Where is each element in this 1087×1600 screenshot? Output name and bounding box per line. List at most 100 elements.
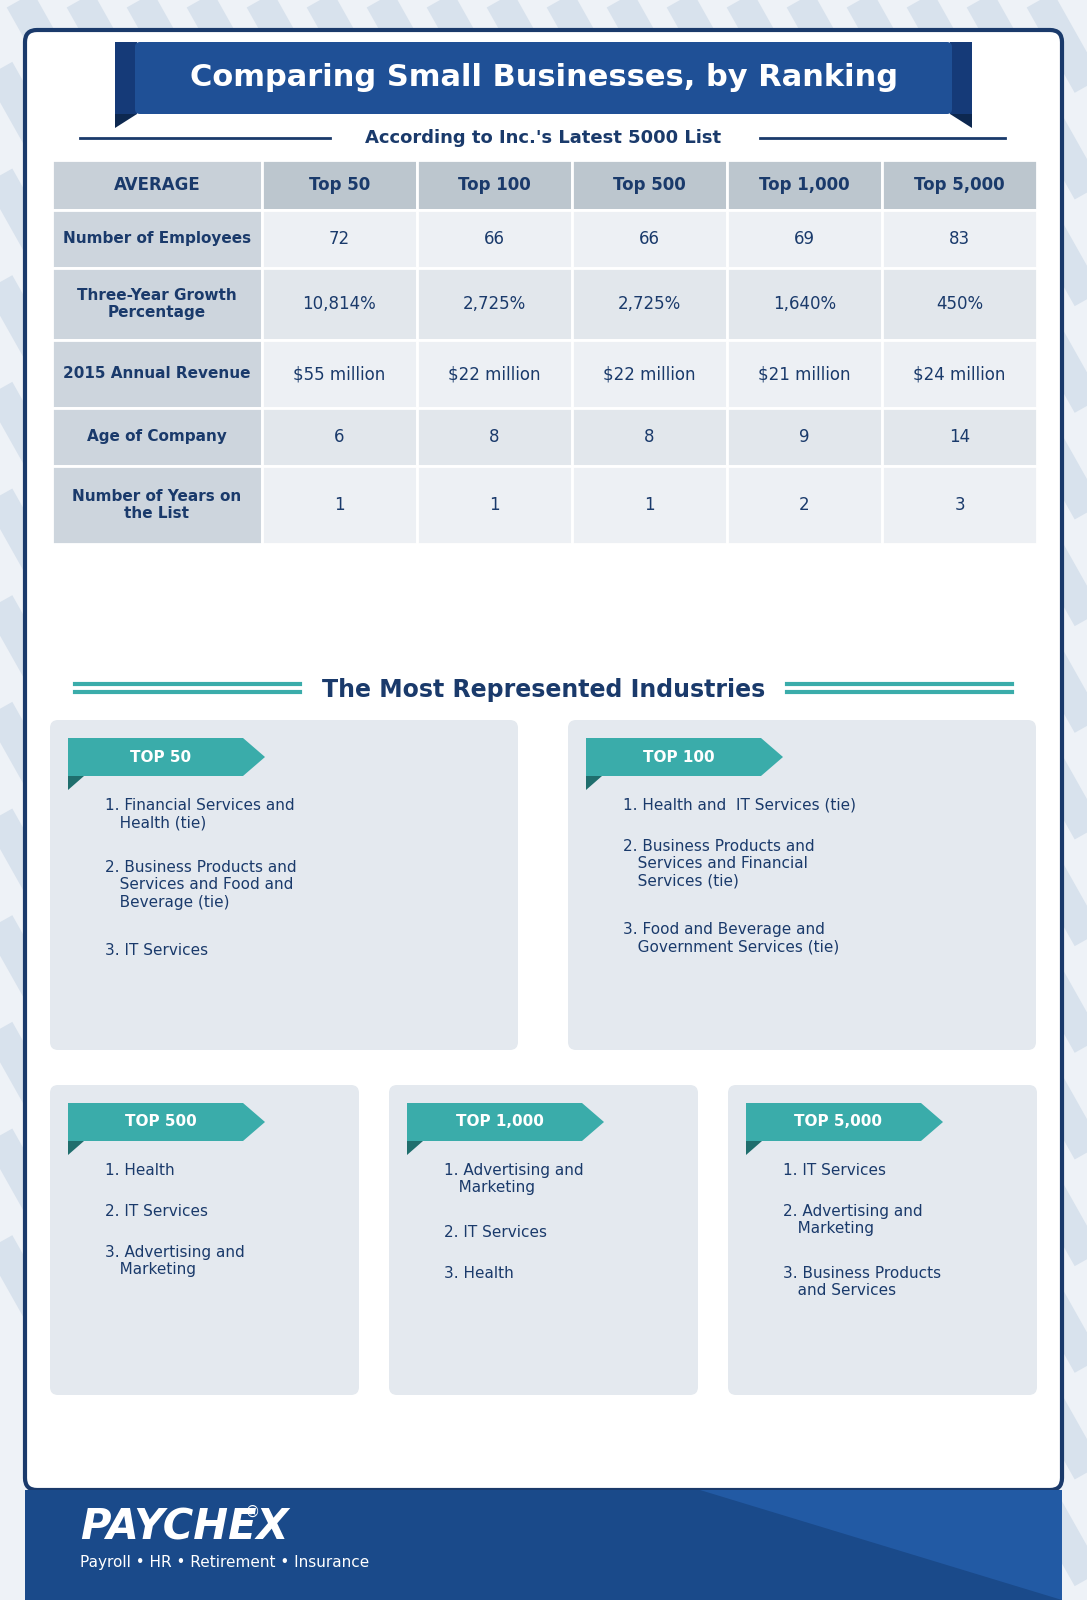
Text: Top 5,000: Top 5,000: [914, 176, 1004, 194]
Polygon shape: [586, 776, 602, 790]
Bar: [417, 160, 572, 210]
Bar: [417, 408, 572, 466]
Text: 2,725%: 2,725%: [463, 294, 526, 314]
Text: 6: 6: [334, 427, 345, 446]
Bar: [417, 466, 572, 544]
Bar: [727, 341, 882, 408]
Text: TOP 50: TOP 50: [130, 749, 191, 765]
Bar: [572, 408, 727, 466]
Bar: [727, 466, 882, 544]
Polygon shape: [407, 1102, 604, 1141]
Text: 450%: 450%: [936, 294, 983, 314]
Bar: [727, 160, 882, 210]
Text: 9: 9: [799, 427, 810, 446]
Text: 2,725%: 2,725%: [617, 294, 682, 314]
Text: 66: 66: [639, 230, 660, 248]
Polygon shape: [950, 114, 972, 128]
Text: $22 million: $22 million: [448, 365, 540, 382]
Text: Number of Employees: Number of Employees: [63, 232, 251, 246]
FancyBboxPatch shape: [135, 42, 952, 114]
Text: 69: 69: [794, 230, 815, 248]
Text: Age of Company: Age of Company: [87, 429, 227, 445]
Text: TOP 1,000: TOP 1,000: [455, 1115, 544, 1130]
Text: Payroll • HR • Retirement • Insurance: Payroll • HR • Retirement • Insurance: [80, 1555, 370, 1570]
Bar: [950, 42, 972, 114]
Text: 1,640%: 1,640%: [773, 294, 836, 314]
Text: 3. Business Products
   and Services: 3. Business Products and Services: [783, 1266, 941, 1299]
Text: Top 50: Top 50: [309, 176, 371, 194]
Bar: [727, 408, 882, 466]
Text: $55 million: $55 million: [293, 365, 386, 382]
Text: ®: ®: [245, 1504, 260, 1520]
Text: 1: 1: [334, 496, 345, 514]
Text: AVERAGE: AVERAGE: [114, 176, 200, 194]
Text: $21 million: $21 million: [759, 365, 851, 382]
Polygon shape: [746, 1141, 762, 1155]
Bar: [52, 210, 262, 267]
FancyBboxPatch shape: [50, 720, 518, 1050]
Bar: [262, 267, 417, 341]
Bar: [52, 160, 262, 210]
Text: Comparing Small Businesses, by Ranking: Comparing Small Businesses, by Ranking: [189, 64, 898, 93]
Bar: [572, 267, 727, 341]
Text: 2. IT Services: 2. IT Services: [443, 1226, 547, 1240]
Bar: [572, 466, 727, 544]
Text: TOP 100: TOP 100: [642, 749, 714, 765]
Bar: [262, 341, 417, 408]
Polygon shape: [586, 738, 783, 776]
FancyBboxPatch shape: [50, 1085, 359, 1395]
Bar: [882, 160, 1037, 210]
Text: $22 million: $22 million: [603, 365, 696, 382]
Bar: [572, 160, 727, 210]
Text: Three-Year Growth
Percentage: Three-Year Growth Percentage: [77, 288, 237, 320]
Text: TOP 5,000: TOP 5,000: [795, 1115, 883, 1130]
Bar: [727, 267, 882, 341]
Polygon shape: [407, 1141, 423, 1155]
Text: 8: 8: [645, 427, 654, 446]
Bar: [52, 408, 262, 466]
Polygon shape: [68, 1102, 265, 1141]
Text: The Most Represented Industries: The Most Represented Industries: [322, 678, 765, 702]
Text: 3. Health: 3. Health: [443, 1266, 514, 1282]
Bar: [882, 267, 1037, 341]
Text: $24 million: $24 million: [913, 365, 1005, 382]
Text: 1. Financial Services and
   Health (tie): 1. Financial Services and Health (tie): [105, 798, 295, 830]
Text: PAYCHEX: PAYCHEX: [80, 1507, 289, 1549]
Bar: [572, 210, 727, 267]
Bar: [882, 408, 1037, 466]
Polygon shape: [115, 114, 137, 128]
Polygon shape: [68, 738, 265, 776]
Text: 2. Business Products and
   Services and Financial
   Services (tie): 2. Business Products and Services and Fi…: [623, 838, 814, 888]
Bar: [52, 341, 262, 408]
Polygon shape: [68, 776, 84, 790]
Polygon shape: [68, 1141, 84, 1155]
Text: 2. Business Products and
   Services and Food and
   Beverage (tie): 2. Business Products and Services and Fo…: [105, 861, 297, 910]
Text: Top 100: Top 100: [458, 176, 530, 194]
Bar: [417, 267, 572, 341]
Text: 3. Advertising and
   Marketing: 3. Advertising and Marketing: [105, 1245, 245, 1277]
Text: According to Inc.'s Latest 5000 List: According to Inc.'s Latest 5000 List: [365, 130, 722, 147]
Text: 1. Health and  IT Services (tie): 1. Health and IT Services (tie): [623, 798, 855, 813]
Text: 3. Food and Beverage and
   Government Services (tie): 3. Food and Beverage and Government Serv…: [623, 922, 839, 954]
Text: 2: 2: [799, 496, 810, 514]
Text: 1. IT Services: 1. IT Services: [783, 1163, 886, 1178]
Text: 1: 1: [489, 496, 500, 514]
Text: 10,814%: 10,814%: [302, 294, 376, 314]
Bar: [262, 408, 417, 466]
Bar: [262, 466, 417, 544]
Bar: [417, 341, 572, 408]
Bar: [882, 466, 1037, 544]
Bar: [262, 160, 417, 210]
Bar: [52, 466, 262, 544]
Bar: [882, 341, 1037, 408]
Text: 2015 Annual Revenue: 2015 Annual Revenue: [63, 366, 251, 381]
Polygon shape: [700, 1490, 1062, 1600]
Bar: [115, 42, 137, 114]
Text: 8: 8: [489, 427, 500, 446]
Text: Top 1,000: Top 1,000: [759, 176, 850, 194]
Text: 3: 3: [954, 496, 965, 514]
Bar: [727, 210, 882, 267]
Bar: [417, 210, 572, 267]
Polygon shape: [746, 1102, 944, 1141]
Text: TOP 500: TOP 500: [125, 1115, 197, 1130]
